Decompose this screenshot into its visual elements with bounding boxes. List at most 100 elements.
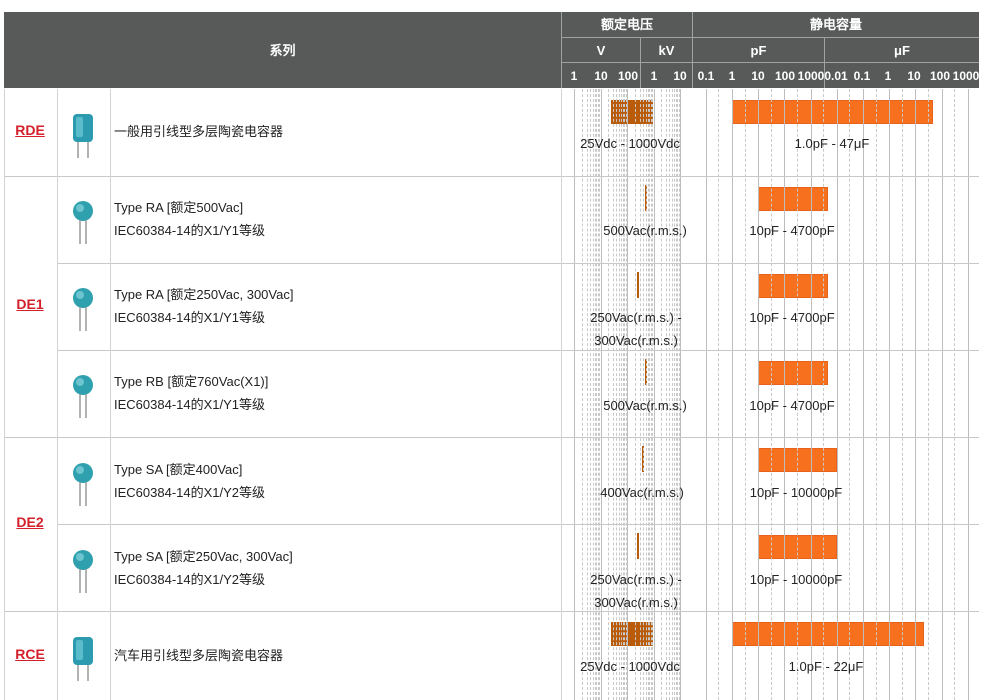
gridline — [642, 89, 644, 700]
dip-capacitor-icon — [73, 637, 93, 681]
gridline — [758, 89, 760, 700]
capacitance-range-bar — [732, 100, 933, 124]
capacitance-tick: 0.01 — [824, 69, 848, 83]
disc-capacitor-icon — [73, 201, 93, 244]
gridline — [836, 89, 838, 700]
capacitance-tick: 1000 — [797, 69, 825, 83]
capacitance-tick: 1000 — [952, 69, 980, 83]
capacitance-header: 静电容量 — [809, 17, 862, 32]
capacitance-unit-pf: pF — [750, 43, 767, 58]
row-divider — [4, 176, 979, 177]
capacitance-tick: 0.1 — [697, 69, 715, 83]
gridline — [661, 89, 663, 700]
voltage-range-bar — [636, 272, 639, 298]
capacitance-tick: 0.1 — [853, 69, 871, 83]
voltage-tick: 10 — [673, 69, 687, 83]
row-divider — [4, 611, 979, 612]
gridline — [645, 89, 647, 700]
gridline — [784, 89, 786, 700]
gridline — [574, 89, 575, 700]
voltage-tick: 1 — [650, 69, 658, 83]
capacitance-tick: 1 — [884, 69, 892, 83]
voltage-tick: 100 — [617, 69, 639, 83]
capacitance-range-label: 10pF - 10000pF — [749, 485, 843, 500]
disc-capacitor-icon — [73, 550, 93, 593]
capacitance-tick: 100 — [774, 69, 796, 83]
capacitance-range-label: 10pF - 4700pF — [749, 310, 835, 325]
gridline — [639, 89, 641, 700]
capacitance-range-label: 10pF - 4700pF — [749, 398, 835, 413]
disc-capacitor-icon — [73, 463, 93, 506]
voltage-unit-v: V — [596, 43, 606, 58]
series-header: 系列 — [269, 43, 296, 58]
gridline — [596, 89, 598, 700]
gridline — [672, 89, 674, 700]
capacitance-range-bar — [758, 187, 829, 211]
gridline — [705, 89, 707, 700]
disc-capacitor-icon — [73, 375, 93, 418]
gridline — [625, 89, 627, 700]
table-header — [4, 12, 979, 88]
gridline — [823, 89, 825, 700]
gridline — [875, 89, 877, 700]
series-link-de1[interactable]: DE1 — [16, 296, 44, 312]
product-description: 一般用引线型多层陶瓷电容器 — [114, 124, 284, 139]
capacitance-range-label: 1.0pF - 47μF — [794, 136, 870, 151]
gridline — [718, 89, 720, 700]
voltage-tick: 10 — [594, 69, 608, 83]
capacitance-range-label: 1.0pF - 22μF — [788, 659, 864, 674]
column-divider — [110, 89, 111, 700]
voltage-unit-kv: kV — [658, 43, 675, 58]
gridline — [927, 89, 929, 700]
row-divider — [57, 350, 979, 351]
series-link-de2[interactable]: DE2 — [16, 514, 44, 530]
column-divider — [4, 89, 5, 700]
product-description: 汽车用引线型多层陶瓷电容器 — [114, 648, 284, 663]
gridline — [849, 89, 851, 700]
series-link-rce[interactable]: RCE — [15, 646, 45, 662]
gridline — [680, 89, 681, 700]
capacitance-tick: 1 — [728, 69, 736, 83]
gridline — [600, 89, 602, 700]
gridline — [613, 89, 615, 700]
gridline — [650, 89, 652, 700]
gridline — [744, 89, 746, 700]
disc-capacitor-icon — [73, 288, 93, 331]
voltage-range-label: 500Vac(r.m.s.) — [603, 223, 687, 238]
row-divider — [4, 437, 979, 438]
row-divider — [57, 263, 979, 264]
gridline — [594, 89, 596, 700]
gridline — [770, 89, 772, 700]
gridline — [889, 89, 891, 700]
gridline — [666, 89, 668, 700]
gridline — [652, 89, 654, 700]
product-description: Type RA [额定500Vac] IEC60384-14的X1/Y1等级 — [114, 200, 266, 238]
gridline — [677, 89, 679, 700]
capacitance-range-bar — [758, 361, 829, 385]
voltage-tick: 1 — [570, 69, 578, 83]
voltage-range-label: 500Vac(r.m.s.) — [603, 398, 687, 413]
voltage-range-bar — [636, 533, 639, 559]
series-link-rde[interactable]: RDE — [15, 122, 45, 138]
capacitance-unit-uf: μF — [894, 43, 910, 58]
gridline — [732, 89, 733, 700]
voltage-range-label: 400Vac(r.m.s.) — [600, 485, 684, 500]
gridline — [616, 89, 618, 700]
gridline — [863, 89, 864, 700]
gridline — [589, 89, 591, 700]
gridline — [624, 89, 626, 700]
gridline — [592, 89, 594, 700]
gridline — [599, 89, 601, 700]
gridline — [941, 89, 943, 700]
gridline — [608, 89, 610, 700]
gridline — [967, 89, 969, 700]
gridline — [647, 89, 649, 700]
gridline — [915, 89, 917, 700]
gridline — [669, 89, 671, 700]
capacitance-tick: 100 — [929, 69, 951, 83]
voltage-range-label: 250Vac(r.m.s.) -300Vac(r.m.s.) — [590, 572, 682, 610]
row-divider — [57, 524, 979, 525]
gridline — [810, 89, 812, 700]
gridline — [653, 89, 655, 700]
gridline — [627, 89, 628, 700]
